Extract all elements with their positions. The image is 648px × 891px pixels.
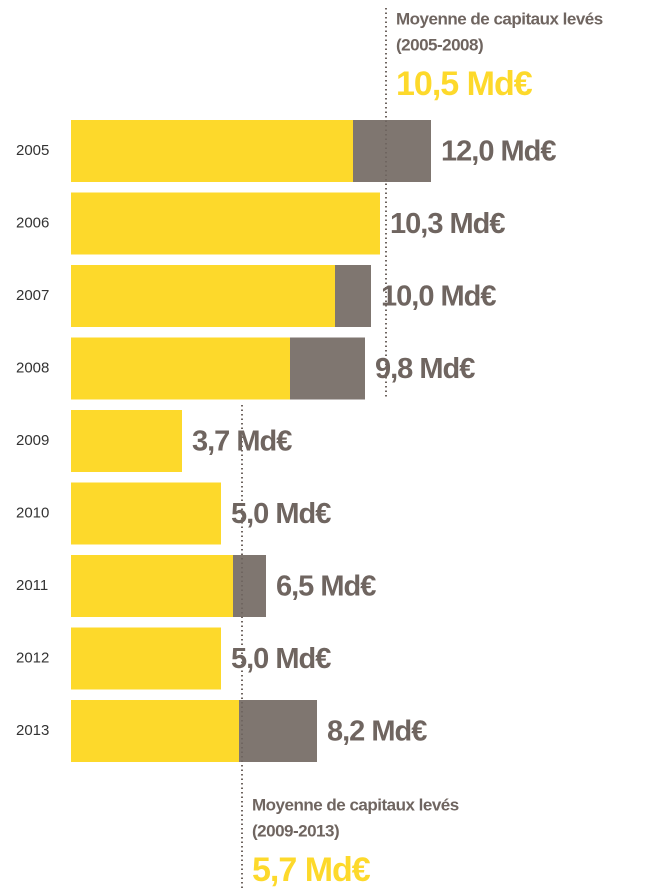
total-label: 9,8 Md€ bbox=[375, 353, 475, 385]
bar-segment bbox=[290, 337, 365, 400]
bar-segment bbox=[71, 337, 290, 400]
annotation-title: Moyenne de capitaux levés bbox=[252, 795, 459, 814]
annotation-period: (2005-2008) bbox=[396, 35, 483, 54]
y-tick-label: 2010 bbox=[16, 504, 49, 521]
bar-segment bbox=[71, 410, 182, 472]
y-tick-label: 2006 bbox=[16, 214, 49, 231]
annotation-value: 10,5 Md€ bbox=[396, 65, 533, 103]
bar-segment bbox=[71, 555, 233, 617]
bar-segment bbox=[71, 482, 221, 545]
bar-segment bbox=[71, 192, 380, 255]
total-label: 5,0 Md€ bbox=[231, 498, 331, 530]
total-label: 10,0 Md€ bbox=[381, 281, 496, 313]
total-label: 6,5 Md€ bbox=[276, 571, 376, 603]
total-label: 5,0 Md€ bbox=[231, 643, 331, 675]
y-tick-label: 2005 bbox=[16, 142, 49, 159]
total-label: 8,2 Md€ bbox=[327, 716, 427, 748]
y-tick-label: 2009 bbox=[16, 432, 49, 449]
annotation-value: 5,7 Md€ bbox=[252, 851, 371, 889]
total-label: 10,3 Md€ bbox=[390, 208, 505, 240]
bar-segment bbox=[233, 555, 266, 617]
bar-segment bbox=[71, 627, 221, 690]
y-tick-label: 2008 bbox=[16, 359, 49, 376]
bar-segment bbox=[335, 265, 371, 327]
total-label: 12,0 Md€ bbox=[441, 136, 556, 168]
y-tick-label: 2011 bbox=[16, 577, 48, 594]
bar-segment bbox=[71, 265, 335, 327]
bar-segment bbox=[71, 120, 353, 182]
annotation-period: (2009-2013) bbox=[252, 821, 339, 840]
bar-segment bbox=[353, 120, 431, 182]
bar-segment bbox=[239, 700, 317, 762]
bar-segment bbox=[71, 700, 239, 762]
y-tick-label: 2012 bbox=[16, 649, 49, 666]
y-tick-label: 2007 bbox=[16, 287, 49, 304]
annotation-title: Moyenne de capitaux levés bbox=[396, 9, 603, 28]
y-tick-label: 2013 bbox=[16, 722, 49, 739]
